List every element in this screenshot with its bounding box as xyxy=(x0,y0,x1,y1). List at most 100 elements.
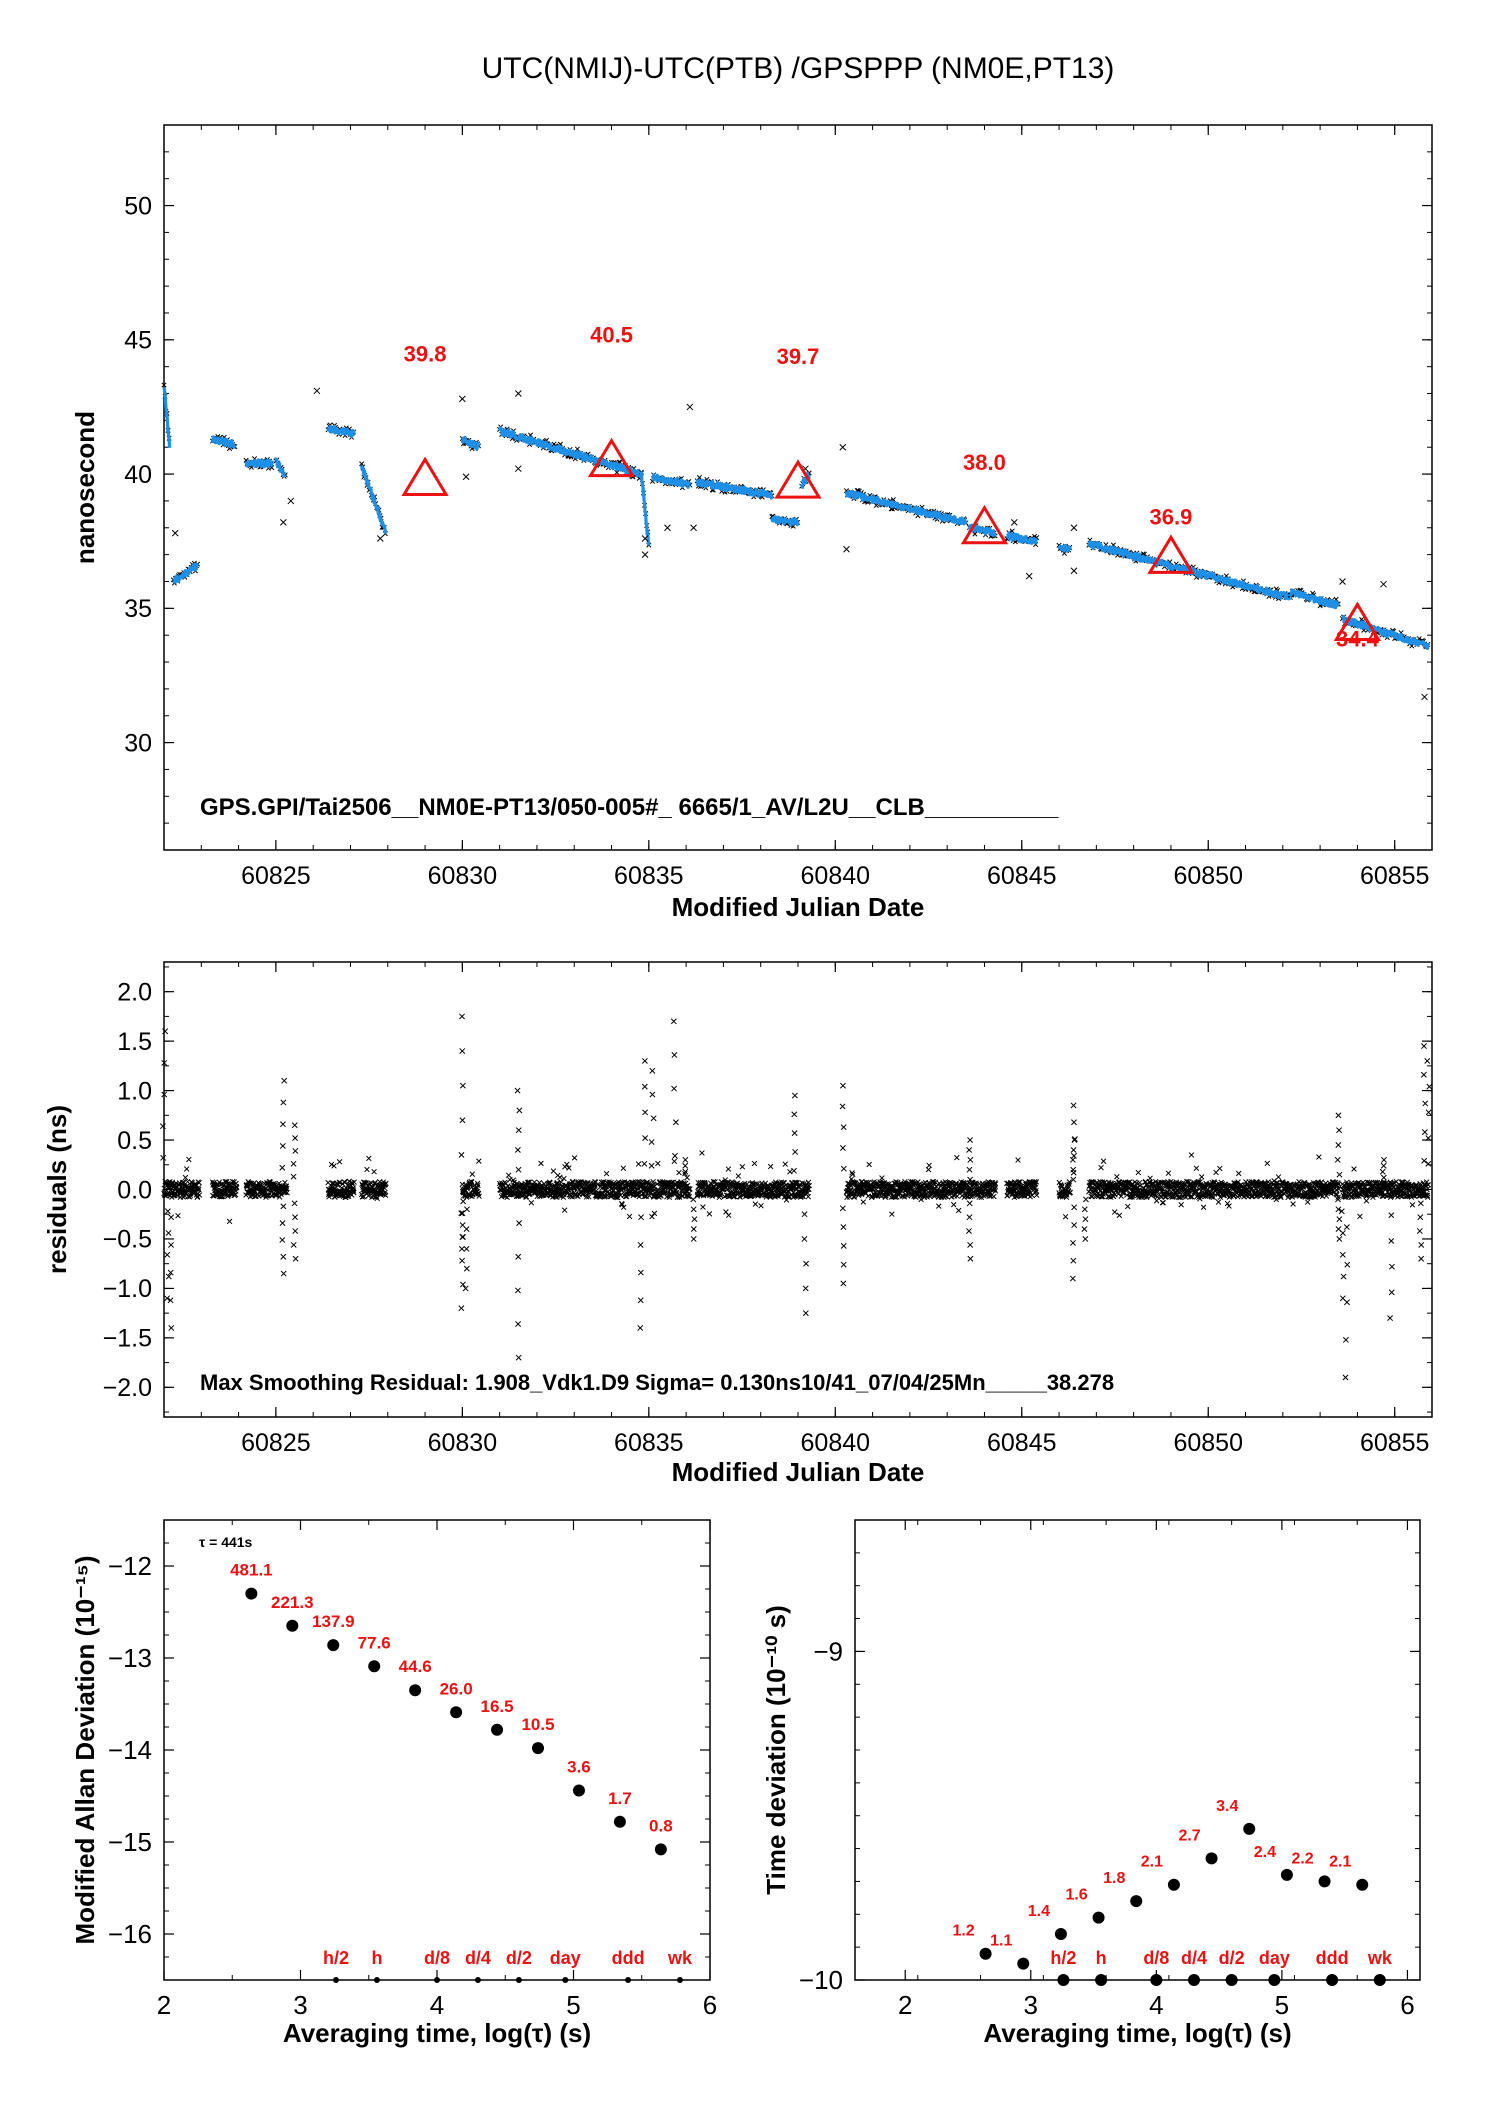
residual-outlier xyxy=(648,1139,655,1145)
residual-outlier xyxy=(690,1196,697,1203)
data-point-label: 137.9 xyxy=(312,1612,355,1631)
data-point-label: 1.2 xyxy=(952,1923,974,1940)
y-tick-label: −15 xyxy=(108,1827,152,1857)
tau-marker-label: day xyxy=(550,1948,581,1968)
tau-marker xyxy=(1150,1974,1163,1986)
residual-point xyxy=(195,1185,202,1191)
residual-outlier xyxy=(1422,1100,1429,1107)
tau-marker xyxy=(1188,1974,1200,1986)
data-point-label: 3.6 xyxy=(567,1757,591,1776)
tau-marker-label: d/8 xyxy=(424,1948,450,1968)
residual-outlier xyxy=(1071,1119,1077,1126)
residual-point xyxy=(936,1203,942,1209)
residual-outlier xyxy=(459,1257,466,1264)
residual-point xyxy=(263,1192,270,1199)
series-line xyxy=(1057,543,1072,553)
residual-point xyxy=(603,1170,610,1177)
x-axis-label: Modified Julian Date xyxy=(672,1457,925,1487)
residual-outlier xyxy=(791,1167,797,1174)
tau-marker xyxy=(1268,1974,1281,1986)
residual-outlier xyxy=(791,1111,798,1118)
residual-outlier xyxy=(292,1147,299,1154)
mean-triangle-marker xyxy=(1333,601,1382,641)
residual-outlier xyxy=(1082,1216,1089,1223)
y-tick-label: −16 xyxy=(108,1919,152,1949)
residual-outlier xyxy=(1081,1206,1088,1213)
residual-outlier xyxy=(279,1121,286,1128)
outlier-point xyxy=(313,387,321,395)
residual-point xyxy=(186,1156,192,1163)
residual-point xyxy=(233,1188,239,1194)
residual-point xyxy=(233,1183,240,1190)
chart-title: UTC(NMIJ)-UTC(PTB) /GPSPPP (NM0E,PT13) xyxy=(482,52,1115,85)
mean-value-label: 39.8 xyxy=(404,341,447,366)
residual-point xyxy=(561,1175,567,1182)
residual-point xyxy=(561,1207,568,1213)
residual-outlier xyxy=(1380,1162,1387,1169)
outlier-point xyxy=(1380,580,1387,588)
residual-point xyxy=(1409,1202,1416,1208)
residual-outlier xyxy=(1379,1168,1386,1175)
residual-point xyxy=(1316,1154,1322,1160)
tau-marker-label: h xyxy=(1096,1948,1107,1968)
residual-outlier xyxy=(1425,1160,1432,1167)
residual-outlier xyxy=(1339,1251,1346,1258)
residual-outlier xyxy=(280,1099,287,1106)
residual-outlier xyxy=(641,1083,648,1090)
residual-point xyxy=(1015,1157,1021,1163)
residual-outlier xyxy=(460,1234,466,1240)
outlier-point xyxy=(514,465,522,473)
residual-point xyxy=(196,1179,202,1186)
residual-outlier xyxy=(1071,1222,1078,1229)
mean-value-label: 36.9 xyxy=(1150,504,1193,529)
residual-outlier xyxy=(1082,1196,1089,1203)
residual-outlier xyxy=(802,1310,809,1317)
residual-outlier xyxy=(459,1222,466,1229)
residual-outlier xyxy=(291,1122,298,1129)
residual-outlier xyxy=(515,1166,522,1173)
series-line xyxy=(326,424,356,438)
residual-outlier xyxy=(459,1013,465,1020)
residual-outlier xyxy=(1070,1257,1077,1264)
data-point xyxy=(1205,1852,1218,1865)
residual-point xyxy=(752,1201,759,1207)
outlier-point xyxy=(843,545,850,553)
tau-marker xyxy=(474,1977,481,1983)
residual-point xyxy=(926,1162,932,1169)
outlier-point xyxy=(279,519,287,526)
residual-outlier xyxy=(1342,1336,1349,1343)
residual-outlier xyxy=(967,1241,974,1248)
data-point xyxy=(613,1815,626,1828)
y-tick-label: 30 xyxy=(124,729,152,757)
tau-marker xyxy=(434,1977,440,1983)
residual-point xyxy=(283,1183,290,1190)
tau-marker-label: ddd xyxy=(1316,1948,1349,1968)
residual-point xyxy=(671,1158,678,1165)
residual-point xyxy=(474,1180,481,1187)
residual-outlier xyxy=(459,1117,466,1124)
residual-point xyxy=(256,1193,262,1199)
residual-outlier xyxy=(1418,1241,1425,1248)
residual-outlier xyxy=(1421,1043,1427,1050)
residual-outlier xyxy=(637,1269,644,1276)
residual-outlier xyxy=(1336,1127,1343,1134)
residual-outlier xyxy=(840,1224,847,1231)
outlier-point xyxy=(287,497,295,505)
residual-outlier xyxy=(1335,1142,1342,1148)
data-point-label: 2.7 xyxy=(1178,1827,1200,1844)
residual-point xyxy=(635,1161,642,1167)
residual-point xyxy=(1193,1165,1200,1171)
residual-outlier xyxy=(641,1160,648,1167)
data-point xyxy=(450,1706,463,1719)
y-tick-label: −1.0 xyxy=(103,1275,152,1303)
residual-outlier xyxy=(290,1241,297,1248)
tau-marker-label: h/2 xyxy=(323,1948,349,1968)
residual-outlier xyxy=(280,1203,287,1210)
residual-point xyxy=(1111,1209,1118,1215)
residual-outlier xyxy=(690,1226,697,1233)
residual-outlier xyxy=(1380,1174,1387,1181)
mean-value-label: 34.4 xyxy=(1336,626,1380,651)
x-tick-label: 60825 xyxy=(241,1429,311,1457)
